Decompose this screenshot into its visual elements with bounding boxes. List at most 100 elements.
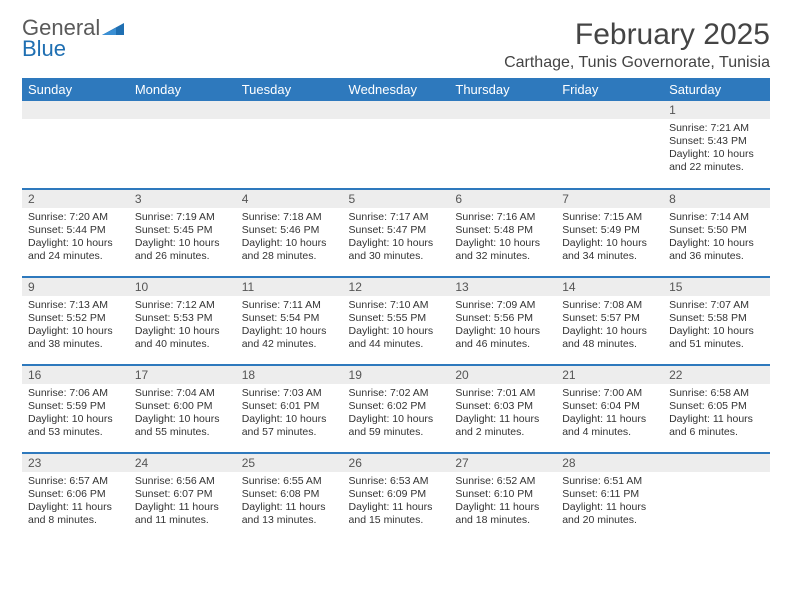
- day-details: Sunrise: 7:06 AMSunset: 5:59 PMDaylight:…: [22, 384, 129, 444]
- day-header: Monday: [129, 78, 236, 101]
- sunrise-text: Sunrise: 6:52 AM: [455, 475, 550, 488]
- day-details: Sunrise: 7:21 AMSunset: 5:43 PMDaylight:…: [663, 119, 770, 179]
- day-number: [236, 101, 343, 119]
- calendar-cell: 10Sunrise: 7:12 AMSunset: 5:53 PMDayligh…: [129, 277, 236, 365]
- sunrise-text: Sunrise: 7:16 AM: [455, 211, 550, 224]
- sunrise-text: Sunrise: 7:12 AM: [135, 299, 230, 312]
- sunrise-text: Sunrise: 7:02 AM: [349, 387, 444, 400]
- daylight-text: Daylight: 10 hours and 22 minutes.: [669, 148, 764, 174]
- day-details: Sunrise: 7:04 AMSunset: 6:00 PMDaylight:…: [129, 384, 236, 444]
- calendar-cell: 18Sunrise: 7:03 AMSunset: 6:01 PMDayligh…: [236, 365, 343, 453]
- day-details: Sunrise: 7:07 AMSunset: 5:58 PMDaylight:…: [663, 296, 770, 356]
- sunset-text: Sunset: 6:00 PM: [135, 400, 230, 413]
- calendar-row: 9Sunrise: 7:13 AMSunset: 5:52 PMDaylight…: [22, 277, 770, 365]
- day-number: 5: [343, 190, 450, 208]
- sunrise-text: Sunrise: 7:08 AM: [562, 299, 657, 312]
- daylight-text: Daylight: 11 hours and 2 minutes.: [455, 413, 550, 439]
- sunrise-text: Sunrise: 7:03 AM: [242, 387, 337, 400]
- sunrise-text: Sunrise: 6:51 AM: [562, 475, 657, 488]
- logo-mark-icon: [102, 18, 124, 39]
- sunrise-text: Sunrise: 7:07 AM: [669, 299, 764, 312]
- sunset-text: Sunset: 6:04 PM: [562, 400, 657, 413]
- sunset-text: Sunset: 5:56 PM: [455, 312, 550, 325]
- day-number: 14: [556, 278, 663, 296]
- sunrise-text: Sunrise: 7:06 AM: [28, 387, 123, 400]
- sunset-text: Sunset: 5:46 PM: [242, 224, 337, 237]
- day-number: 22: [663, 366, 770, 384]
- calendar-cell: 6Sunrise: 7:16 AMSunset: 5:48 PMDaylight…: [449, 189, 556, 277]
- calendar-cell: 11Sunrise: 7:11 AMSunset: 5:54 PMDayligh…: [236, 277, 343, 365]
- day-number: 9: [22, 278, 129, 296]
- day-number: 4: [236, 190, 343, 208]
- day-details: Sunrise: 6:57 AMSunset: 6:06 PMDaylight:…: [22, 472, 129, 532]
- sunset-text: Sunset: 5:53 PM: [135, 312, 230, 325]
- day-number: 16: [22, 366, 129, 384]
- calendar-row: 16Sunrise: 7:06 AMSunset: 5:59 PMDayligh…: [22, 365, 770, 453]
- day-number: [449, 101, 556, 119]
- day-header: Friday: [556, 78, 663, 101]
- calendar-cell: 16Sunrise: 7:06 AMSunset: 5:59 PMDayligh…: [22, 365, 129, 453]
- sunrise-text: Sunrise: 6:58 AM: [669, 387, 764, 400]
- daylight-text: Daylight: 10 hours and 28 minutes.: [242, 237, 337, 263]
- sunset-text: Sunset: 5:57 PM: [562, 312, 657, 325]
- sunset-text: Sunset: 6:06 PM: [28, 488, 123, 501]
- day-number: 21: [556, 366, 663, 384]
- day-details: Sunrise: 7:13 AMSunset: 5:52 PMDaylight:…: [22, 296, 129, 356]
- day-details: Sunrise: 7:18 AMSunset: 5:46 PMDaylight:…: [236, 208, 343, 268]
- sunset-text: Sunset: 6:03 PM: [455, 400, 550, 413]
- sunset-text: Sunset: 6:11 PM: [562, 488, 657, 501]
- daylight-text: Daylight: 10 hours and 51 minutes.: [669, 325, 764, 351]
- sunset-text: Sunset: 5:54 PM: [242, 312, 337, 325]
- sunrise-text: Sunrise: 7:18 AM: [242, 211, 337, 224]
- day-number: 11: [236, 278, 343, 296]
- day-number: 18: [236, 366, 343, 384]
- calendar-body: 1Sunrise: 7:21 AMSunset: 5:43 PMDaylight…: [22, 101, 770, 541]
- calendar-cell: 24Sunrise: 6:56 AMSunset: 6:07 PMDayligh…: [129, 453, 236, 541]
- daylight-text: Daylight: 10 hours and 53 minutes.: [28, 413, 123, 439]
- day-number: 13: [449, 278, 556, 296]
- calendar-cell: 1Sunrise: 7:21 AMSunset: 5:43 PMDaylight…: [663, 101, 770, 189]
- daylight-text: Daylight: 10 hours and 46 minutes.: [455, 325, 550, 351]
- day-details: Sunrise: 7:08 AMSunset: 5:57 PMDaylight:…: [556, 296, 663, 356]
- day-number: 12: [343, 278, 450, 296]
- day-number: 6: [449, 190, 556, 208]
- location-text: Carthage, Tunis Governorate, Tunisia: [504, 54, 770, 72]
- day-number: 17: [129, 366, 236, 384]
- day-details: Sunrise: 7:09 AMSunset: 5:56 PMDaylight:…: [449, 296, 556, 356]
- sunset-text: Sunset: 5:43 PM: [669, 135, 764, 148]
- daylight-text: Daylight: 11 hours and 8 minutes.: [28, 501, 123, 527]
- day-details: Sunrise: 6:53 AMSunset: 6:09 PMDaylight:…: [343, 472, 450, 532]
- calendar-row: 2Sunrise: 7:20 AMSunset: 5:44 PMDaylight…: [22, 189, 770, 277]
- header: General Blue February 2025 Carthage, Tun…: [22, 18, 770, 72]
- daylight-text: Daylight: 10 hours and 26 minutes.: [135, 237, 230, 263]
- day-number: [22, 101, 129, 119]
- title-block: February 2025 Carthage, Tunis Governorat…: [504, 18, 770, 72]
- calendar-cell: [663, 453, 770, 541]
- calendar-cell: 5Sunrise: 7:17 AMSunset: 5:47 PMDaylight…: [343, 189, 450, 277]
- calendar-cell: [556, 101, 663, 189]
- sunrise-text: Sunrise: 7:09 AM: [455, 299, 550, 312]
- day-header: Saturday: [663, 78, 770, 101]
- sunset-text: Sunset: 6:08 PM: [242, 488, 337, 501]
- sunset-text: Sunset: 5:48 PM: [455, 224, 550, 237]
- sunrise-text: Sunrise: 6:53 AM: [349, 475, 444, 488]
- day-details: Sunrise: 7:11 AMSunset: 5:54 PMDaylight:…: [236, 296, 343, 356]
- day-details: Sunrise: 6:56 AMSunset: 6:07 PMDaylight:…: [129, 472, 236, 532]
- daylight-text: Daylight: 10 hours and 48 minutes.: [562, 325, 657, 351]
- calendar-cell: 20Sunrise: 7:01 AMSunset: 6:03 PMDayligh…: [449, 365, 556, 453]
- calendar-cell: 27Sunrise: 6:52 AMSunset: 6:10 PMDayligh…: [449, 453, 556, 541]
- logo-text: General Blue: [22, 18, 124, 60]
- sunset-text: Sunset: 5:55 PM: [349, 312, 444, 325]
- day-number: [343, 101, 450, 119]
- daylight-text: Daylight: 11 hours and 20 minutes.: [562, 501, 657, 527]
- day-number: 19: [343, 366, 450, 384]
- sunrise-text: Sunrise: 6:55 AM: [242, 475, 337, 488]
- daylight-text: Daylight: 11 hours and 11 minutes.: [135, 501, 230, 527]
- day-number: 25: [236, 454, 343, 472]
- calendar-cell: 17Sunrise: 7:04 AMSunset: 6:00 PMDayligh…: [129, 365, 236, 453]
- daylight-text: Daylight: 10 hours and 55 minutes.: [135, 413, 230, 439]
- calendar-cell: [129, 101, 236, 189]
- day-number: 3: [129, 190, 236, 208]
- day-details: Sunrise: 7:17 AMSunset: 5:47 PMDaylight:…: [343, 208, 450, 268]
- sunset-text: Sunset: 5:44 PM: [28, 224, 123, 237]
